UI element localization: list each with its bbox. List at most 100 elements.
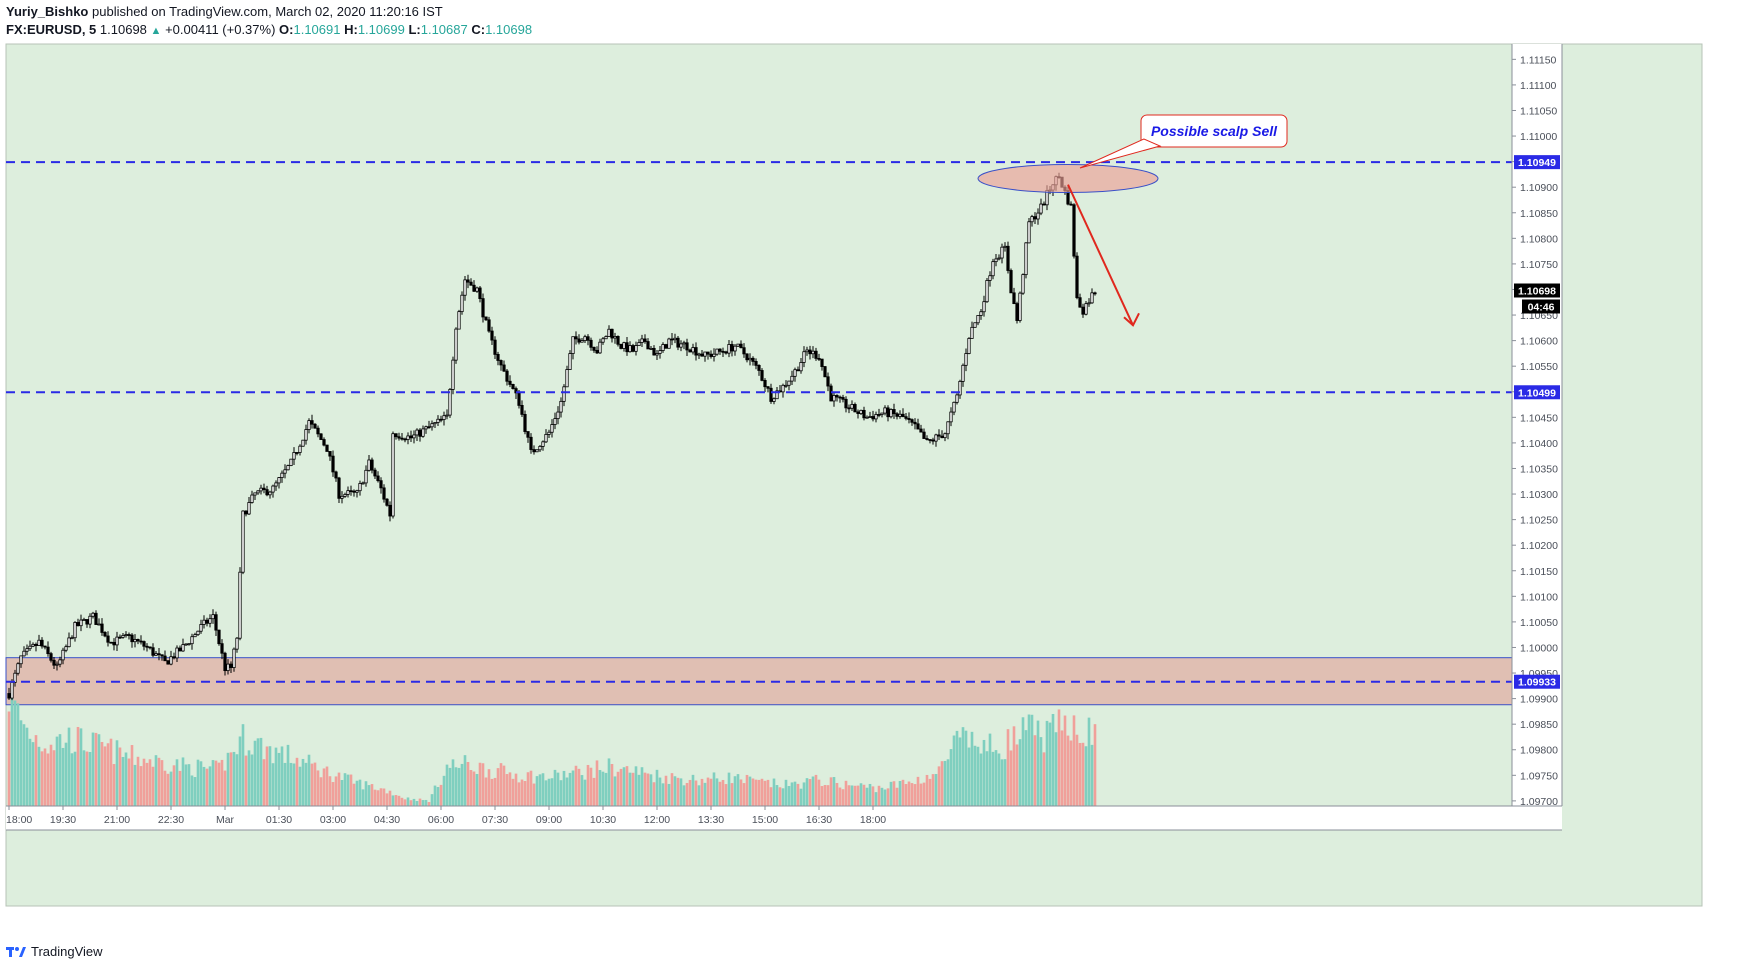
volume-bar bbox=[634, 766, 638, 806]
volume-bar bbox=[280, 746, 284, 806]
volume-bar bbox=[103, 746, 107, 806]
volume-bar bbox=[514, 773, 518, 806]
annotation-callout[interactable] bbox=[1140, 114, 1288, 148]
candle-body bbox=[103, 632, 107, 637]
candle-body bbox=[697, 353, 701, 356]
volume-bar bbox=[367, 785, 371, 806]
candle-body bbox=[490, 330, 494, 341]
candle-body bbox=[1084, 303, 1088, 315]
time-axis-bg bbox=[6, 806, 1562, 830]
candle-body bbox=[364, 469, 368, 484]
candle-body bbox=[361, 482, 365, 485]
footer-brand[interactable]: TradingView bbox=[31, 944, 103, 959]
volume-bar bbox=[934, 773, 938, 806]
candle-body bbox=[415, 429, 419, 436]
candle-body bbox=[475, 287, 479, 292]
volume-bar bbox=[814, 774, 818, 806]
candle-body bbox=[154, 653, 158, 656]
candle-body bbox=[682, 342, 686, 345]
volume-bar bbox=[793, 781, 797, 806]
time-tick-label: Mar bbox=[216, 814, 235, 826]
candle-body bbox=[382, 487, 386, 500]
volume-bar bbox=[652, 782, 656, 806]
time-tick-label: 18:00 bbox=[6, 814, 32, 826]
volume-bar bbox=[694, 780, 698, 806]
candle-body bbox=[1087, 302, 1091, 305]
candle-body bbox=[400, 437, 404, 440]
volume-bar bbox=[568, 772, 572, 806]
volume-bar bbox=[1093, 724, 1097, 806]
volume-bar bbox=[736, 774, 740, 806]
price-tick-label: 1.10900 bbox=[1520, 182, 1558, 194]
candle-body bbox=[967, 338, 971, 354]
candle-body bbox=[334, 471, 338, 479]
volume-bar bbox=[865, 787, 869, 806]
candle-body bbox=[1090, 292, 1094, 304]
level-lines bbox=[6, 161, 1512, 683]
time-axis[interactable]: 18:00 19:30 21:00 22:30 Mar 01:30 03:00 04:30 06… bbox=[6, 805, 1562, 831]
time-tick-label: 09:00 bbox=[536, 814, 562, 826]
candle-body bbox=[322, 439, 326, 446]
volume-bar bbox=[556, 772, 560, 806]
candle-body bbox=[1012, 292, 1016, 304]
volume-bar bbox=[82, 750, 86, 806]
volume-bar bbox=[742, 783, 746, 806]
candle-body bbox=[691, 347, 695, 353]
price-tick-label: 1.10150 bbox=[1520, 566, 1558, 578]
candle-body bbox=[925, 438, 929, 440]
candle-body bbox=[469, 281, 473, 286]
volume-bar bbox=[862, 784, 866, 806]
candle-body bbox=[487, 319, 491, 332]
candle-body bbox=[547, 431, 551, 435]
volume-bar bbox=[40, 751, 44, 806]
candle-body bbox=[145, 645, 149, 648]
low-label: L: bbox=[408, 22, 421, 37]
candle-body bbox=[430, 423, 434, 428]
volume-bar bbox=[538, 774, 542, 806]
volume-bar bbox=[892, 781, 896, 806]
volume-bar bbox=[772, 778, 776, 806]
candle-body bbox=[538, 446, 542, 451]
price-tick-label: 1.10450 bbox=[1520, 412, 1558, 424]
candle-body bbox=[157, 653, 161, 656]
candle-body bbox=[217, 629, 221, 645]
candle-body bbox=[619, 343, 623, 349]
volume-bar bbox=[400, 797, 404, 806]
candle-body bbox=[325, 444, 329, 452]
author-name[interactable]: Yuriy_Bishko bbox=[6, 4, 89, 19]
volume-bar bbox=[1006, 729, 1010, 806]
price-tick-label: 1.10350 bbox=[1520, 463, 1558, 475]
volume-bar bbox=[181, 757, 185, 806]
candle-body bbox=[433, 422, 437, 425]
volume-bar bbox=[325, 766, 329, 806]
volume-bar bbox=[67, 727, 71, 806]
candle-body bbox=[979, 311, 983, 316]
volume-bar bbox=[847, 785, 851, 806]
volume-bar bbox=[751, 778, 755, 806]
volume-bar bbox=[559, 780, 563, 806]
price-tick-label: 1.10000 bbox=[1520, 642, 1558, 654]
symbol-name[interactable]: FX:EURUSD, 5 bbox=[6, 22, 97, 37]
volume-bar bbox=[475, 773, 479, 806]
volume-bar bbox=[172, 765, 176, 806]
open-label: O: bbox=[279, 22, 294, 37]
candle-body bbox=[715, 348, 719, 355]
candle-body bbox=[574, 336, 578, 340]
volume-bar bbox=[487, 769, 491, 806]
volume-bar bbox=[625, 766, 629, 806]
volume-bar bbox=[619, 768, 623, 806]
volume-bar bbox=[754, 779, 758, 806]
price-axis[interactable]: 1.111501.111001.110501.110001.109501.109… bbox=[1511, 44, 1563, 808]
candle-body bbox=[634, 345, 638, 352]
volume-bar bbox=[784, 779, 788, 806]
candle-body bbox=[937, 434, 941, 437]
candle-body bbox=[121, 635, 125, 638]
candle-body bbox=[751, 357, 755, 362]
candle-body bbox=[280, 472, 284, 478]
volume-bar bbox=[196, 759, 200, 806]
volume-bar bbox=[166, 773, 170, 806]
volume-bar bbox=[592, 777, 596, 806]
volume-bar bbox=[763, 780, 767, 806]
candle-body bbox=[1093, 292, 1097, 295]
